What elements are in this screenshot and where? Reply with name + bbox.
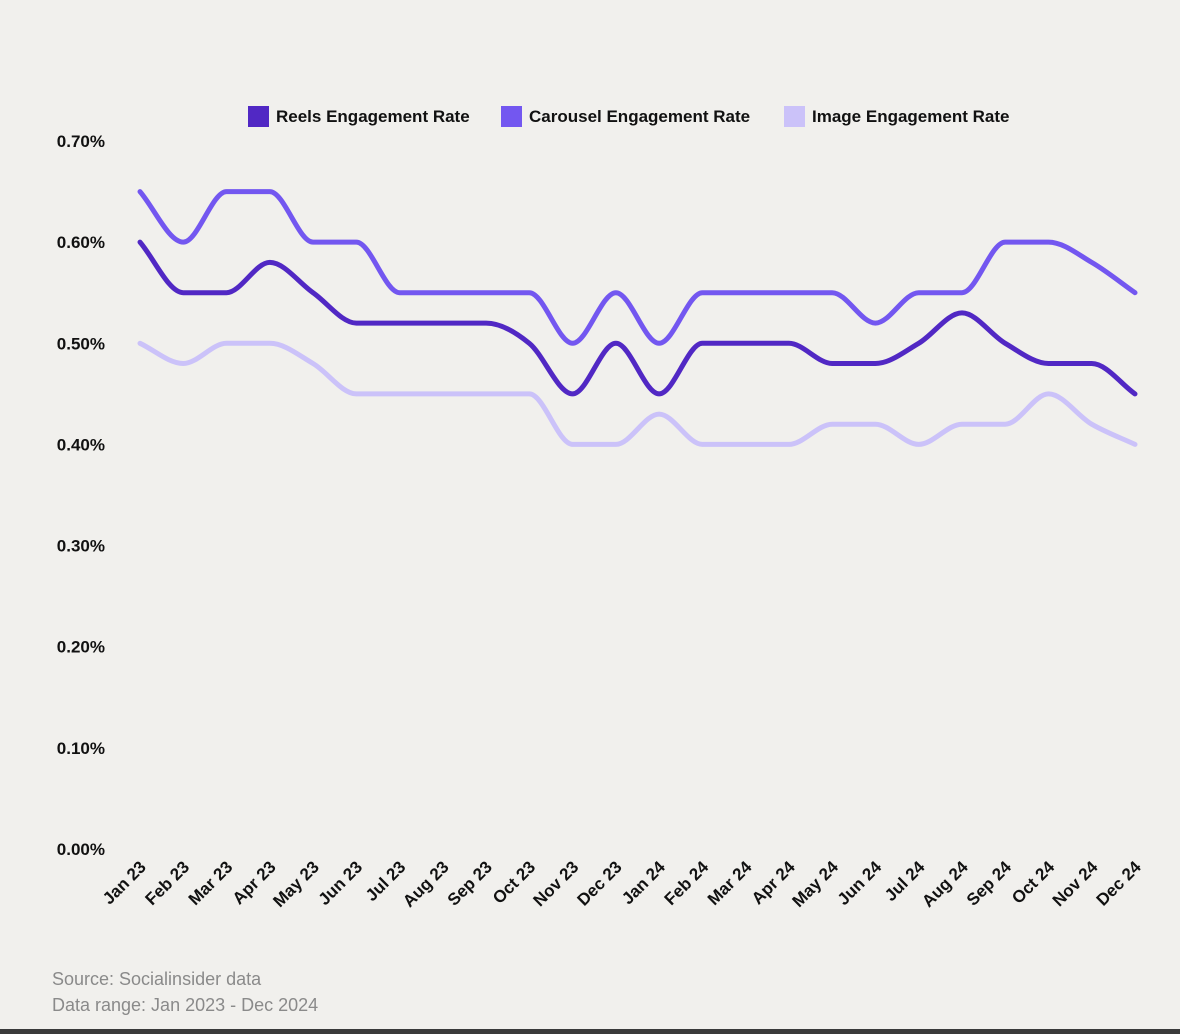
x-tick-label: Mar 24 xyxy=(704,857,756,909)
x-tick-label: Aug 24 xyxy=(918,857,972,911)
y-tick-label: 0.10% xyxy=(57,739,105,758)
y-tick-label: 0.30% xyxy=(57,537,105,556)
x-tick-label: Aug 23 xyxy=(399,857,453,911)
chart-legend[interactable]: Reels Engagement Rate Carousel Engagement… xyxy=(248,106,1009,127)
data-range-note: Data range: Jan 2023 - Dec 2024 xyxy=(52,995,319,1015)
x-tick-label: Dec 24 xyxy=(1093,857,1146,910)
series-lines xyxy=(137,189,1138,447)
x-tick-label: May 24 xyxy=(788,857,842,911)
legend-swatch xyxy=(784,106,805,127)
legend-item-image-engagement-rate[interactable]: Image Engagement Rate xyxy=(784,106,1009,127)
bottom-divider xyxy=(0,1029,1180,1034)
legend-label: Reels Engagement Rate xyxy=(276,107,470,126)
source-note: Source: Socialinsider data xyxy=(52,969,262,989)
x-tick-label: Feb 24 xyxy=(661,857,713,909)
legend-swatch xyxy=(501,106,522,127)
legend-label: Image Engagement Rate xyxy=(812,107,1009,126)
reels-engagement-rate-line xyxy=(137,239,1138,397)
y-tick-label: 0.60% xyxy=(57,233,105,252)
x-tick-label: Jan 24 xyxy=(618,857,669,908)
legend-label: Carousel Engagement Rate xyxy=(529,107,750,126)
y-tick-label: 0.70% xyxy=(57,132,105,151)
legend-item-carousel-engagement-rate[interactable]: Carousel Engagement Rate xyxy=(501,106,750,127)
x-tick-label: Mar 23 xyxy=(185,857,237,909)
image-engagement-rate-line xyxy=(137,340,1138,447)
x-tick-label: Nov 23 xyxy=(530,857,583,910)
x-tick-label: Sep 23 xyxy=(444,857,496,909)
y-tick-label: 0.00% xyxy=(57,840,105,859)
x-tick-label: Dec 23 xyxy=(573,857,625,909)
carousel-engagement-rate-line xyxy=(137,189,1138,346)
x-tick-label: Jun 23 xyxy=(315,857,367,909)
legend-item-reels-engagement-rate[interactable]: Reels Engagement Rate xyxy=(248,106,470,127)
x-tick-label: Jun 24 xyxy=(834,857,886,909)
legend-swatch xyxy=(248,106,269,127)
x-tick-label: Sep 24 xyxy=(963,857,1016,910)
x-tick-label: Jan 23 xyxy=(99,857,150,908)
y-tick-label: 0.20% xyxy=(57,638,105,657)
x-tick-label: May 23 xyxy=(269,857,323,911)
x-tick-label: Feb 23 xyxy=(142,857,194,909)
y-tick-label: 0.50% xyxy=(57,334,105,353)
x-tick-label: Nov 24 xyxy=(1049,857,1102,910)
engagement-line-chart: Reels Engagement Rate Carousel Engagement… xyxy=(57,106,1145,911)
y-axis: 0.00% 0.10% 0.20% 0.30% 0.40% 0.50% 0.60% 0.70% xyxy=(57,132,105,859)
y-tick-label: 0.40% xyxy=(57,435,105,454)
